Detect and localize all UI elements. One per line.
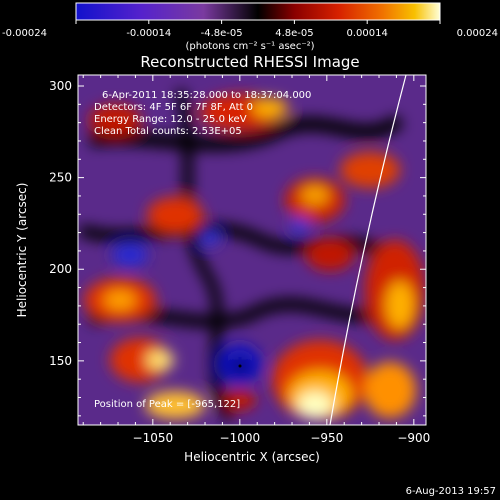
colorbar-tick-label: -0.00014 [126,28,171,39]
x-tick-label: −1050 [133,431,174,445]
colorbar-tick-label: -4.8e-05 [201,28,243,39]
y-axis-label: Heliocentric Y (arcsec) [15,183,29,318]
y-tick-label: 250 [49,171,72,185]
colorbar [75,2,441,21]
colorbar-tick-label: -0.00024 [2,28,47,39]
colorbar-tick-label: 0.00024 [457,28,498,39]
x-axis-label: Heliocentric X (arcsec) [184,450,320,464]
annotation-detectors: Detectors: 4F 5F 6F 7F 8F, Att 0 [94,102,253,113]
min-marker [238,364,242,368]
plot-frame [77,74,427,426]
y-tick-label: 300 [49,79,72,93]
colorbar-unit-label: (photons cm⁻² s⁻¹ asec⁻²) [185,41,314,52]
y-tick-label: 150 [49,354,72,368]
colorbar-tick-label: 0.00014 [347,28,388,39]
annotation-clean: Clean Total counts: 2.53E+05 [94,126,242,137]
annotations: 6-Apr-2011 18:35:28.000 to 18:37:04.000 … [94,90,311,410]
x-tick-label: −950 [310,431,343,445]
annotation-peak: Position of Peak = [-965,122] [94,399,240,410]
y-tick-label: 200 [49,262,72,276]
x-tick-label: −1000 [220,431,261,445]
heatmap-image [78,75,426,425]
solar-limb-line [329,75,407,425]
colorbar-ticks: -0.00024 -0.00014 -4.8e-05 4.8e-05 0.00014 0.… [2,20,498,39]
chart-title: Reconstructed RHESSI Image [140,53,359,71]
axis-ticks: −1050 −1000 −950 −900 150 200 250 300 [49,75,430,445]
x-tick-label: −900 [397,431,430,445]
annotation-time: 6-Apr-2011 18:35:28.000 to 18:37:04.000 [102,90,311,101]
annotation-energy: Energy Range: 12.0 - 25.0 keV [94,114,247,125]
footer-date: 6-Aug-2013 19:57 [406,486,496,497]
colorbar-tick-label: 4.8e-05 [275,28,313,39]
